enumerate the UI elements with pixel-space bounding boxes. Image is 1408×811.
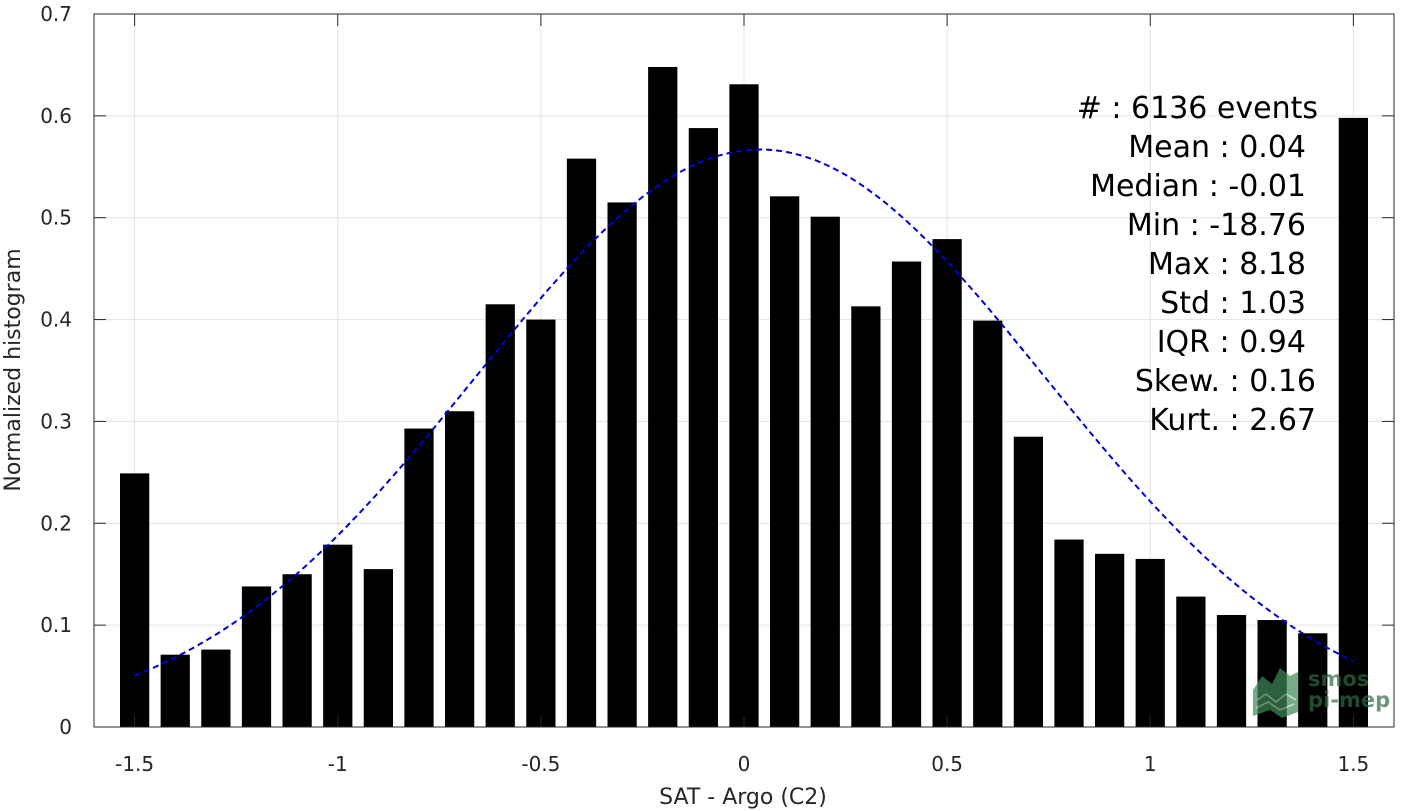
y-axis-ticks: 0 0.1 0.2 0.3 0.4 0.5 0.6 0.7 xyxy=(40,2,1394,739)
stat-line: Kurt. : 2.67 xyxy=(1149,403,1316,438)
stat-line: Max : 8.18 xyxy=(1148,247,1306,282)
histogram-bar xyxy=(160,654,190,727)
histogram-bar xyxy=(120,473,150,727)
histogram-bar xyxy=(851,306,881,727)
histogram-bar xyxy=(729,84,759,727)
histogram-bar xyxy=(1216,614,1247,727)
histogram-bar xyxy=(1298,633,1328,727)
histogram-bar xyxy=(1054,539,1084,727)
histogram-bar xyxy=(607,202,637,727)
histogram-bar xyxy=(201,649,231,727)
histogram-bar xyxy=(810,216,840,727)
x-axis-label: SAT - Argo (C2) xyxy=(659,785,827,810)
stat-line: Std : 1.03 xyxy=(1160,286,1306,321)
histogram-bar xyxy=(404,428,434,727)
x-tick-label: -1 xyxy=(328,752,348,776)
x-tick-label: -1.5 xyxy=(115,752,154,776)
x-axis-ticks: -1.5 -1 -0.5 0 0.5 1 1.5 xyxy=(115,14,1369,776)
histogram-bar xyxy=(241,586,272,727)
stat-line: Mean : 0.04 xyxy=(1128,130,1306,165)
histogram-bar xyxy=(688,128,718,727)
histogram-bar xyxy=(1013,436,1043,727)
stat-line: IQR : 0.94 xyxy=(1157,325,1306,360)
x-tick-label: -0.5 xyxy=(521,752,560,776)
histogram-bar xyxy=(282,574,312,727)
histogram-bar xyxy=(1095,553,1125,727)
y-tick-label: 0.6 xyxy=(40,104,72,128)
x-tick-label: 0.5 xyxy=(931,752,963,776)
histogram-bar xyxy=(932,239,962,727)
stat-line: Skew. : 0.16 xyxy=(1135,364,1316,399)
stat-line: Min : -18.76 xyxy=(1127,208,1306,243)
x-tick-label: 1 xyxy=(1144,752,1157,776)
normal-fit-curve xyxy=(134,148,1354,677)
x-tick-label: 1.5 xyxy=(1337,752,1369,776)
histogram-bar xyxy=(770,196,800,727)
histogram-bar xyxy=(973,320,1003,727)
histogram-bar xyxy=(1176,596,1206,727)
logo-text-smos: smos xyxy=(1308,667,1369,691)
histogram-bar xyxy=(363,569,393,727)
statistics-box: # : 6136 events Mean : 0.04 Median : -0.01… xyxy=(1077,91,1318,438)
histogram-bar xyxy=(1135,558,1165,727)
histogram-bar xyxy=(1338,117,1368,727)
logo-mountain-icon xyxy=(1253,668,1298,718)
stat-line: Median : -0.01 xyxy=(1090,169,1306,204)
histogram-bar xyxy=(648,66,678,728)
y-tick-label: 0.4 xyxy=(40,308,72,332)
y-tick-label: 0.1 xyxy=(40,613,72,637)
y-tick-label: 0.3 xyxy=(40,409,72,433)
stat-line: # : 6136 events xyxy=(1077,91,1318,126)
y-tick-label: 0 xyxy=(59,715,72,739)
x-tick-label: 0 xyxy=(738,752,751,776)
histogram-bars xyxy=(120,66,1368,728)
logo-text-pi-mep: pi-mep xyxy=(1308,688,1390,712)
histogram-bar xyxy=(891,261,922,727)
smos-pi-mep-logo: smos pi-mep xyxy=(1253,667,1390,718)
histogram-bar xyxy=(485,304,515,727)
y-tick-label: 0.5 xyxy=(40,206,72,230)
histogram-bar xyxy=(445,411,475,727)
y-axis-label: Normalized histogram xyxy=(1,248,26,491)
histogram-bar xyxy=(526,319,556,727)
histogram-bar xyxy=(323,544,353,727)
y-tick-label: 0.7 xyxy=(40,2,72,26)
y-tick-label: 0.2 xyxy=(40,511,72,535)
